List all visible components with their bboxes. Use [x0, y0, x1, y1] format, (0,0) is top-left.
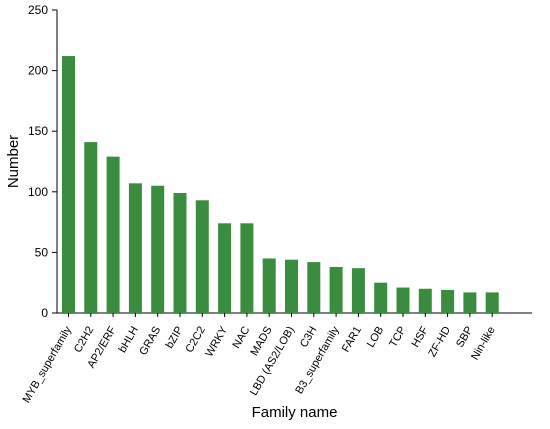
bar: [218, 223, 232, 313]
y-axis-title: Number: [5, 135, 22, 188]
bar: [285, 259, 298, 313]
bar: [463, 292, 477, 313]
bar: [418, 288, 432, 313]
bar: [441, 289, 455, 313]
y-tick-label: 150: [28, 124, 48, 138]
bar: [151, 185, 165, 313]
y-tick-label: 200: [28, 64, 48, 78]
bar: [84, 142, 98, 313]
x-tick-label: MYB_superfamily: [21, 324, 75, 405]
bar: [128, 183, 142, 313]
x-tick-label: ZF-HD: [426, 324, 453, 359]
bar: [307, 262, 321, 313]
x-tick-label: SBP: [454, 325, 475, 350]
bar: [351, 268, 365, 313]
bar: [485, 292, 499, 313]
x-tick-label: TCP: [387, 325, 408, 350]
bar: [62, 56, 75, 313]
x-tick-label: bZIP: [164, 325, 186, 351]
x-tick-label: B3_superfamily: [293, 324, 342, 396]
x-tick-label: HSF: [410, 324, 432, 349]
x-tick-label: C3H: [298, 324, 319, 349]
bar: [374, 282, 388, 313]
y-tick-label: 0: [41, 306, 48, 320]
x-tick-label: WRKY: [203, 324, 230, 359]
x-tick-label: LBD (AS2/LOB): [248, 325, 297, 398]
bar: [396, 287, 410, 313]
y-tick-label: 100: [28, 185, 48, 199]
bar: [240, 223, 254, 313]
x-tick-label: GRAS: [137, 325, 163, 358]
bar: [195, 200, 209, 313]
plot-area: 050100150200250MYB_superfamilyC2H2AP2/ER…: [21, 3, 532, 405]
bar: [329, 266, 343, 313]
x-tick-label: FAR1: [340, 325, 364, 355]
bar: [262, 258, 276, 313]
bar: [106, 156, 120, 313]
x-tick-label: LOB: [365, 325, 386, 350]
x-axis-title: Family name: [252, 404, 338, 421]
bar: [173, 193, 187, 313]
y-tick-label: 250: [28, 3, 48, 17]
y-tick-label: 50: [35, 245, 49, 259]
x-tick-label: NAC: [230, 324, 252, 350]
